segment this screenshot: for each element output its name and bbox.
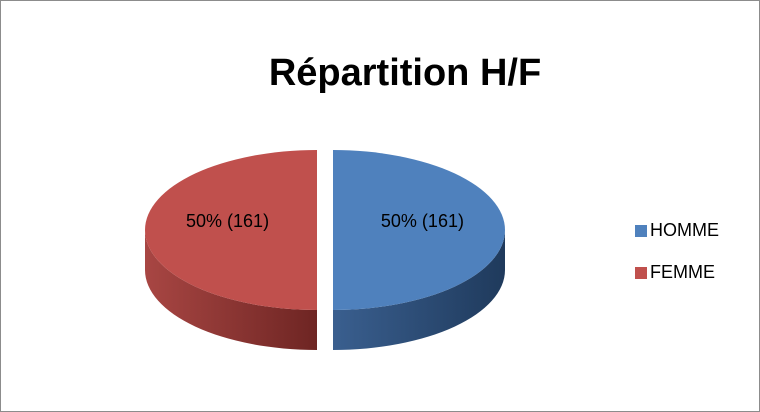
data-label: 50% (161) [381, 211, 464, 231]
slice [145, 150, 317, 310]
slice-side [145, 230, 317, 350]
legend-swatch [635, 225, 647, 237]
slice-side [333, 230, 505, 350]
data-label: 50% (161) [186, 211, 269, 231]
slice [333, 150, 505, 310]
legend-label: HOMME [650, 220, 719, 240]
legend-swatch [635, 267, 647, 279]
chart-title: Répartition H/F [269, 52, 541, 94]
legend-label: FEMME [650, 262, 715, 282]
